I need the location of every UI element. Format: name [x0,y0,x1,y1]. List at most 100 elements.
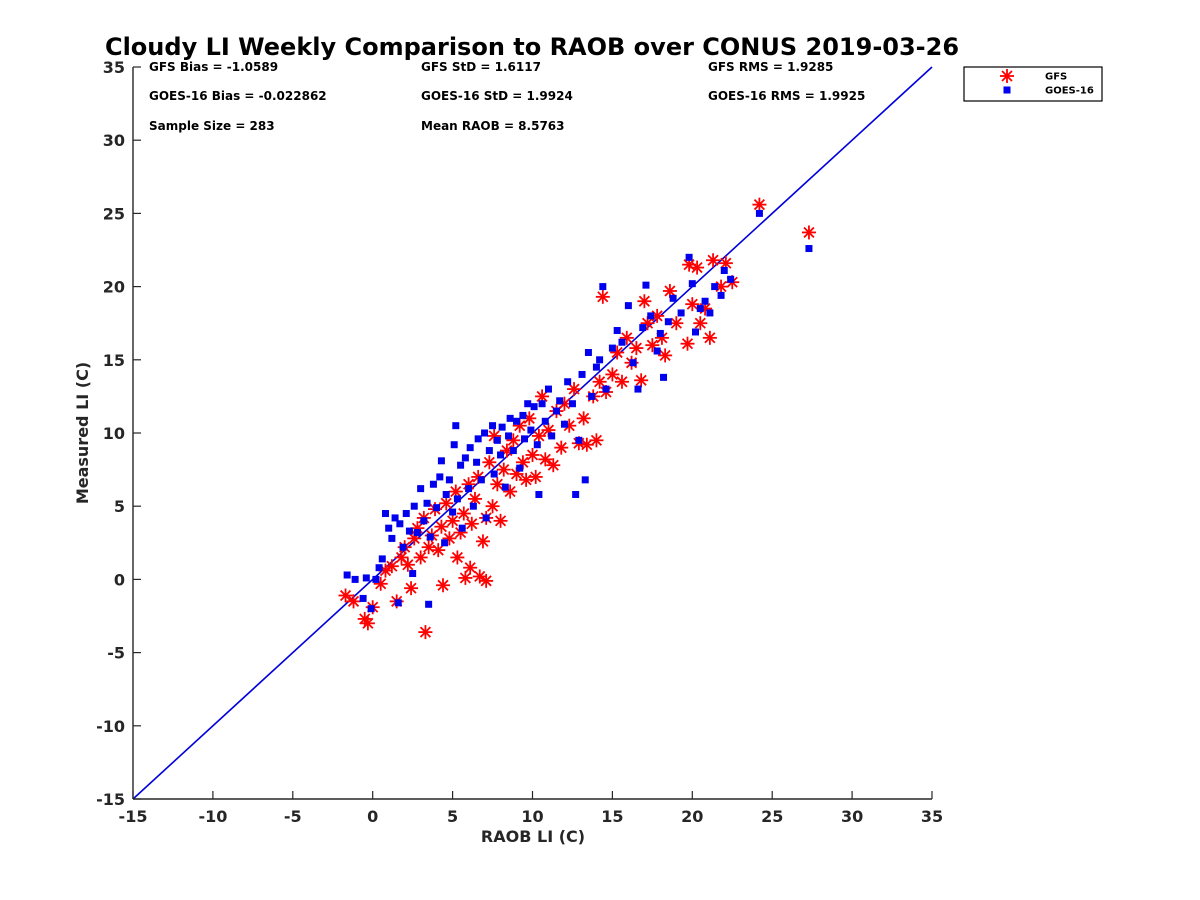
stat-annotation: GFS Bias = -1.0589 [149,60,278,74]
goes16-point [396,520,404,528]
goes16-point [378,555,386,563]
gfs-point [346,594,361,609]
gfs-point [685,297,700,312]
goes16-point [513,417,521,425]
gfs-point [448,484,463,499]
gfs-point [546,458,561,473]
goes16-point [399,543,407,551]
goes16-point [449,508,457,516]
gfs-point [482,455,497,470]
goes16-point [367,605,375,613]
goes16-point [521,435,529,443]
gfs-point [535,389,550,404]
goes16-point [535,490,543,498]
gfs-point [436,578,451,593]
y-tick-label: 20 [103,278,125,297]
goes16-point [653,347,661,355]
y-axis-label: Measured LI (C) [73,362,92,504]
gfs-point [413,550,428,565]
goes16-point [629,359,637,367]
x-tick-label: 0 [367,807,378,826]
y-tick-label: 10 [103,424,125,443]
goes16-point [588,392,596,400]
goes16-point [493,436,501,444]
goes16-point [457,461,465,469]
goes16-point [385,524,393,532]
goes16-point [691,328,699,336]
gfs-point [605,367,620,382]
gfs-point [634,373,649,388]
gfs-point [463,560,478,575]
goes16-point [436,473,444,481]
gfs-point [554,440,569,455]
gfs-point [458,570,473,585]
gfs-point [479,573,494,588]
goes16-point [437,457,445,465]
goes16-point [420,517,428,525]
goes16-point [423,499,431,507]
goes16-point [417,485,425,493]
chart-title: Cloudy LI Weekly Comparison to RAOB over… [105,33,959,61]
legend: GFS GOES-16 [963,66,1103,102]
goes16-point [805,245,813,253]
gfs-point [442,531,457,546]
goes16-point [548,432,556,440]
x-tick-label: 30 [841,807,863,826]
stat-annotation: GFS StD = 1.6117 [421,60,541,74]
gfs-point [434,519,449,534]
stat-annotation: GFS RMS = 1.9285 [708,60,833,74]
goes16-point [538,400,546,408]
goes16-point [602,385,610,393]
goes16-point [599,283,607,291]
y-tick-label: -10 [96,717,125,736]
gfs-point [538,452,553,467]
gfs-point [801,225,816,240]
y-tick-label: -15 [96,790,125,809]
goes16-point [519,411,527,419]
gfs-point [702,330,717,345]
goes16-point [527,426,535,434]
series-layer [338,197,816,640]
gfs-point [706,253,721,268]
gfs-point [384,559,399,574]
axes-layer: -15 -10 -5 0 5 10 15 20 25 30 35 -15 -10 -5 0 5 10 15 20 25… [96,58,943,826]
goes16-point [505,432,513,440]
goes16-point [473,458,481,466]
x-tick-label: 15 [601,807,623,826]
y-tick-label: -5 [107,644,125,663]
gfs-point [629,341,644,356]
goes16-point [533,441,541,449]
goes16-point [450,441,458,449]
gfs-point [404,581,419,596]
goes16-point [441,539,449,547]
stat-annotation: GOES-16 StD = 1.9924 [421,89,573,103]
goes16-point [556,397,564,405]
goes16-point [544,385,552,393]
legend-gfs-marker [1000,69,1014,83]
goes16-point [524,400,532,408]
goes16-point [362,574,370,582]
goes16-point [375,564,383,572]
gfs-point [456,506,471,521]
gfs-point [690,260,705,275]
goes16-point [581,476,589,484]
gfs-point [619,330,634,345]
goes16-point [426,533,434,541]
goes16-point [474,435,482,443]
goes16-point [669,294,677,302]
x-tick-label: 20 [681,807,703,826]
goes16-point [634,385,642,393]
y-tick-label: 0 [114,570,125,589]
goes16-point [461,454,469,462]
goes16-point [402,510,410,518]
stat-annotation: GOES-16 RMS = 1.9925 [708,89,865,103]
x-tick-label: -5 [284,807,302,826]
goes16-point [572,490,580,498]
goes16-point [701,297,709,305]
goes16-point [372,575,380,583]
goes16-point [405,527,413,535]
y-tick-label: 5 [114,497,125,516]
gfs-point [485,499,500,514]
goes16-point [466,444,474,452]
